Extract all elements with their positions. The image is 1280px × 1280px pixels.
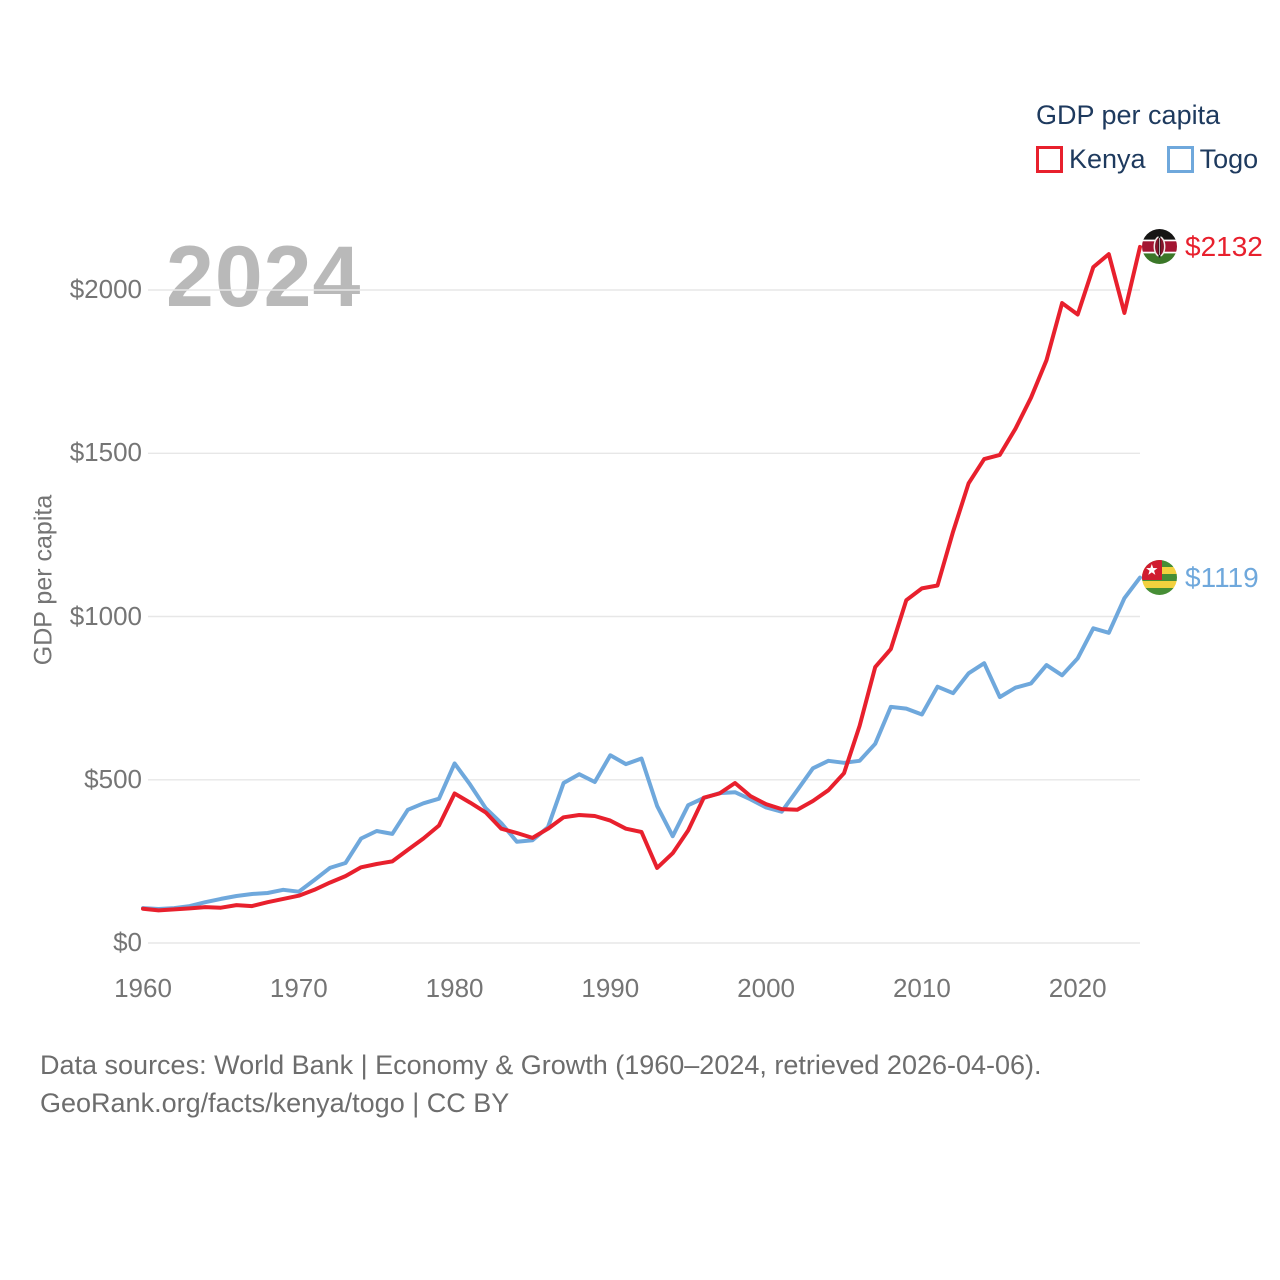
kenya-end-marker: $2132	[1142, 229, 1263, 265]
x-axis-tick: 1970	[269, 973, 328, 1003]
togo-end-value: $1119	[1185, 561, 1259, 593]
kenya-swatch-icon	[1036, 146, 1063, 173]
togo-flag-icon	[1142, 560, 1177, 596]
caption-attribution: GeoRank.org/facts/kenya/togo | CC BY	[40, 1088, 510, 1118]
legend-label-togo: Togo	[1199, 144, 1259, 174]
y-axis-tick: $500	[84, 763, 142, 794]
legend-title: GDP per capita	[1036, 100, 1221, 130]
kenya-flag-icon	[1142, 229, 1177, 265]
caption-sources: Data sources: World Bank | Economy & Gro…	[40, 1050, 1042, 1080]
series-line-togo	[141, 575, 1142, 911]
caption: Data sources: World Bank | Economy & Gro…	[40, 1046, 1042, 1122]
series-line-kenya	[141, 244, 1142, 913]
x-axis-tick: 1980	[425, 973, 484, 1003]
y-axis-tick: $0	[113, 927, 142, 957]
x-axis-tick: 2000	[737, 973, 796, 1003]
y-axis-tick: $1000	[69, 600, 142, 631]
legend: GDP per capita Kenya Togo	[1036, 100, 1258, 175]
legend-label-kenya: Kenya	[1069, 144, 1146, 174]
legend-item-togo[interactable]: Togo	[1166, 144, 1259, 175]
x-axis-tick: 1990	[581, 973, 640, 1003]
legend-item-kenya[interactable]: Kenya	[1036, 144, 1146, 175]
y-axis-tick: $2000	[69, 274, 142, 304]
x-axis-tick: 2020	[1048, 973, 1107, 1003]
togo-swatch-icon	[1166, 146, 1194, 173]
y-axis-title: GDP per capita	[29, 494, 58, 666]
legend-items: Kenya Togo	[1036, 144, 1258, 175]
x-axis-tick: 2010	[892, 973, 951, 1003]
kenya-end-value: $2132	[1185, 230, 1263, 262]
year-watermark: 2024	[166, 229, 362, 325]
x-axis-tick: 1960	[114, 973, 172, 1003]
y-axis-tick: $1500	[69, 437, 142, 468]
togo-end-marker: $1119	[1142, 560, 1259, 596]
